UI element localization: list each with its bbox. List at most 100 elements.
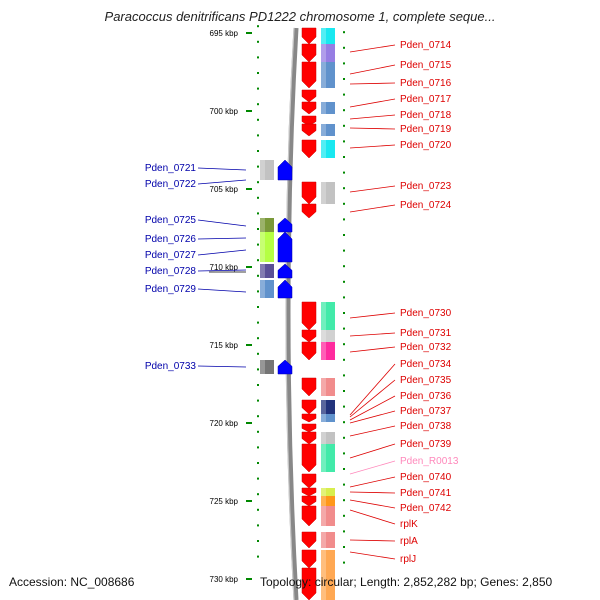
label-leader-line xyxy=(197,237,247,240)
scale-minor-tick xyxy=(343,62,345,65)
scale-minor-tick xyxy=(257,25,259,28)
scale-minor-tick xyxy=(257,368,259,371)
reverse-gene-arrow[interactable] xyxy=(277,279,293,299)
forward-gene-arrow[interactable] xyxy=(301,443,317,473)
gene-category-band xyxy=(321,400,335,414)
gene-label-pden_0719[interactable]: Pden_0719 xyxy=(400,124,452,135)
scale-minor-tick xyxy=(257,274,259,277)
gene-label-pden_0734[interactable]: Pden_0734 xyxy=(400,359,452,370)
label-leader-line xyxy=(349,443,396,459)
forward-gene-arrow[interactable] xyxy=(301,89,317,103)
forward-gene-arrow[interactable] xyxy=(301,495,317,507)
gene-label-pden_0735[interactable]: Pden_0735 xyxy=(400,375,452,386)
label-leader-line xyxy=(197,167,247,171)
gene-label-pden_0721[interactable]: Pden_0721 xyxy=(145,163,197,174)
gene-label-pden_0730[interactable]: Pden_0730 xyxy=(400,308,452,319)
scale-minor-tick xyxy=(257,165,259,168)
gene-label-pden_0729[interactable]: Pden_0729 xyxy=(145,284,197,295)
forward-gene-arrow[interactable] xyxy=(301,505,317,527)
gene-label-pden_0728[interactable]: Pden_0728 xyxy=(145,266,197,277)
gene-label-pden_0718[interactable]: Pden_0718 xyxy=(400,110,452,121)
reverse-gene-arrow[interactable] xyxy=(277,231,293,263)
scale-minor-tick xyxy=(257,181,259,184)
forward-gene-arrow[interactable] xyxy=(301,101,317,115)
gene-label-pden_0740[interactable]: Pden_0740 xyxy=(400,472,452,483)
forward-gene-arrow[interactable] xyxy=(301,377,317,397)
forward-gene-arrow[interactable] xyxy=(301,473,317,489)
scale-minor-tick xyxy=(343,312,345,314)
gene-label-pden_0727[interactable]: Pden_0727 xyxy=(145,250,197,261)
forward-gene-arrow[interactable] xyxy=(301,139,317,159)
gene-label-pden_0731[interactable]: Pden_0731 xyxy=(400,328,452,339)
gene-label-pden_0738[interactable]: Pden_0738 xyxy=(400,421,452,432)
reverse-gene-arrow[interactable] xyxy=(277,263,293,279)
gene-category-band-shade xyxy=(321,488,326,496)
scale-minor-tick xyxy=(257,134,259,137)
gene-label-rpla[interactable]: rplA xyxy=(400,536,418,547)
label-leader-line xyxy=(349,312,396,319)
forward-gene-arrow[interactable] xyxy=(301,413,317,423)
forward-gene-arrow[interactable] xyxy=(301,27,317,45)
scale-minor-tick xyxy=(343,483,345,486)
gene-category-band xyxy=(260,218,274,232)
forward-gene-arrow[interactable] xyxy=(301,123,317,137)
forward-gene-arrow[interactable] xyxy=(301,43,317,63)
scale-minor-tick xyxy=(257,212,259,215)
gene-label-pden_0726[interactable]: Pden_0726 xyxy=(145,234,197,245)
label-leader-line xyxy=(349,425,396,437)
forward-gene-arrow[interactable] xyxy=(301,329,317,343)
gene-category-band-shade xyxy=(321,62,326,88)
gene-label-pden_0723[interactable]: Pden_0723 xyxy=(400,181,452,192)
scale-minor-tick xyxy=(343,390,345,392)
scale-tick-label: 700 kbp xyxy=(210,107,239,116)
gene-category-band-shade xyxy=(321,330,326,342)
gene-category-band-shade xyxy=(260,264,265,278)
forward-gene-arrow[interactable] xyxy=(301,531,317,549)
gene-category-band-shade xyxy=(321,124,326,136)
gene-category-band xyxy=(260,232,274,262)
gene-label-pden_0716[interactable]: Pden_0716 xyxy=(400,78,452,89)
gene-label-pden_0741[interactable]: Pden_0741 xyxy=(400,488,452,499)
gene-label-rplj[interactable]: rplJ xyxy=(400,554,416,565)
label-leader-line xyxy=(349,379,396,418)
gene-label-pden_0736[interactable]: Pden_0736 xyxy=(400,391,452,402)
gene-label-pden_0737[interactable]: Pden_0737 xyxy=(400,406,452,417)
gene-label-pden_0714[interactable]: Pden_0714 xyxy=(400,40,452,51)
reverse-gene-arrow[interactable] xyxy=(277,359,293,375)
scale-minor-tick xyxy=(343,156,345,158)
gene-label-pden_0720[interactable]: Pden_0720 xyxy=(400,140,452,151)
gene-label-rplk[interactable]: rplK xyxy=(400,519,418,530)
forward-gene-arrow[interactable] xyxy=(301,423,317,433)
gene-category-band-shade xyxy=(321,44,326,62)
scale-minor-tick xyxy=(257,555,259,558)
gene-label-pden_0715[interactable]: Pden_0715 xyxy=(400,60,452,71)
forward-gene-arrow[interactable] xyxy=(301,181,317,205)
scale-minor-tick xyxy=(257,446,259,449)
gene-label-pden_0732[interactable]: Pden_0732 xyxy=(400,342,452,353)
gene-label-pden_0724[interactable]: Pden_0724 xyxy=(400,200,452,211)
forward-gene-arrow[interactable] xyxy=(301,341,317,361)
gene-label-pden_0733[interactable]: Pden_0733 xyxy=(145,361,197,372)
gene-label-pden_0725[interactable]: Pden_0725 xyxy=(145,215,197,226)
scale-minor-tick xyxy=(257,228,259,230)
gene-label-pden_0739[interactable]: Pden_0739 xyxy=(400,439,452,450)
reverse-gene-arrow[interactable] xyxy=(277,159,293,181)
gene-label-pden_0717[interactable]: Pden_0717 xyxy=(400,94,452,105)
gene-category-band-shade xyxy=(321,432,326,444)
forward-gene-arrow[interactable] xyxy=(301,203,317,219)
gene-label-pden_r0013[interactable]: Pden_R0013 xyxy=(400,456,459,467)
gene-category-band xyxy=(321,414,335,422)
forward-gene-arrow[interactable] xyxy=(301,431,317,445)
forward-gene-arrow[interactable] xyxy=(301,301,317,331)
gene-label-pden_0722[interactable]: Pden_0722 xyxy=(145,179,197,190)
gene-category-band-shade xyxy=(321,568,326,600)
forward-gene-arrow[interactable] xyxy=(301,399,317,415)
forward-gene-arrow[interactable] xyxy=(301,567,317,600)
forward-gene-arrow[interactable] xyxy=(301,61,317,89)
gene-category-band xyxy=(321,124,335,136)
forward-gene-arrow[interactable] xyxy=(301,549,317,569)
gene-label-pden_0742[interactable]: Pden_0742 xyxy=(400,503,452,514)
forward-gene-arrow[interactable] xyxy=(301,487,317,497)
gene-category-band-shade xyxy=(260,160,265,180)
scale-minor-tick xyxy=(343,468,345,470)
